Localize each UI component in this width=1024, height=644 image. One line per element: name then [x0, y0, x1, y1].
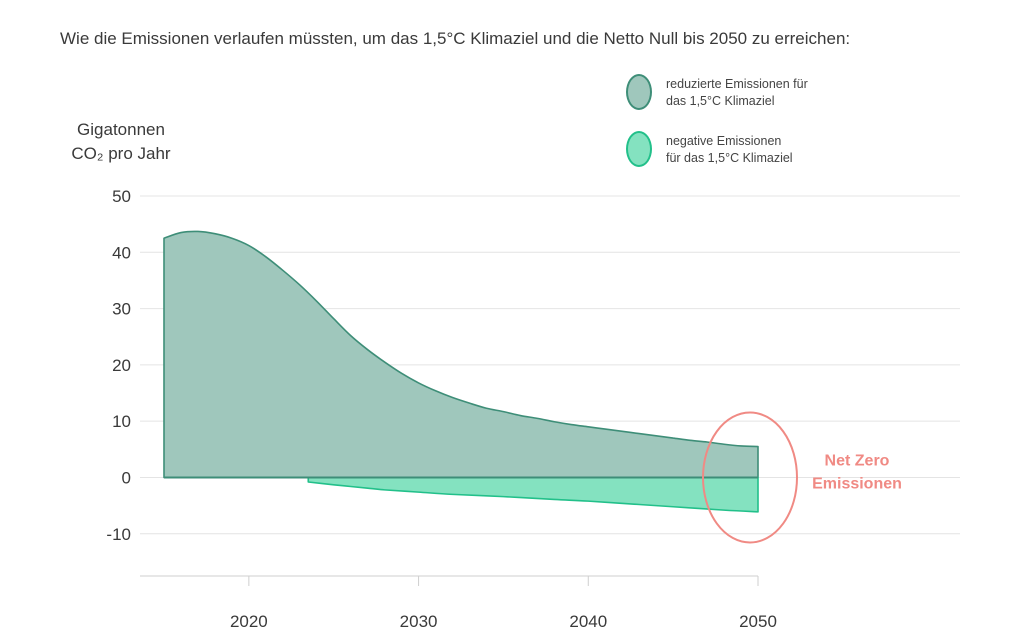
legend-label-reduced-line-2: das 1,5°C Klimaziel: [666, 94, 775, 108]
net-zero-ellipse: [702, 411, 798, 544]
y-tick-label: 50: [112, 187, 131, 206]
legend-item-negative-emissions: negative Emissionen für das 1,5°C Klimaz…: [624, 131, 864, 183]
legend-label-negative-line-2: für das 1,5°C Klimaziel: [666, 151, 793, 165]
x-tick-label: 2020: [230, 612, 268, 631]
net-zero-label-line-1: Net Zero: [825, 452, 890, 469]
y-axis-label-line-2: CO₂ pro Jahr: [71, 144, 171, 163]
x-tick-label: 2040: [569, 612, 607, 631]
reduced-emissions-area: [163, 230, 759, 479]
y-tick-label: 0: [122, 468, 131, 487]
chart-title: Wie die Emissionen verlaufen müssten, um…: [60, 29, 851, 48]
x-tick-label: 2050: [739, 612, 777, 631]
legend-label-negative-line-1: negative Emissionen: [666, 134, 782, 148]
legend-swatch-reduced-icon: [626, 74, 652, 110]
chart-legend: reduzierte Emissionen für das 1,5°C Klim…: [624, 74, 864, 188]
legend-label-reduced: reduzierte Emissionen für das 1,5°C Klim…: [666, 76, 808, 110]
y-tick-label: 10: [112, 412, 131, 431]
legend-label-reduced-line-1: reduzierte Emissionen für: [666, 77, 808, 91]
net-zero-label-line-2: Emissionen: [812, 475, 902, 492]
y-axis-label: Gigatonnen CO₂ pro Jahr: [56, 118, 186, 166]
legend-label-negative: negative Emissionen für das 1,5°C Klimaz…: [666, 133, 793, 167]
y-tick-label: 40: [112, 243, 131, 262]
y-tick-label: 30: [112, 300, 131, 319]
negative-emissions-area: [307, 476, 759, 513]
y-tick-label: -10: [106, 525, 131, 544]
legend-swatch-negative-icon: [626, 131, 652, 167]
x-tick-label: 2030: [400, 612, 438, 631]
y-tick-label: 20: [112, 356, 131, 375]
y-axis-label-line-1: Gigatonnen: [77, 120, 165, 139]
legend-item-reduced-emissions: reduzierte Emissionen für das 1,5°C Klim…: [624, 74, 864, 126]
